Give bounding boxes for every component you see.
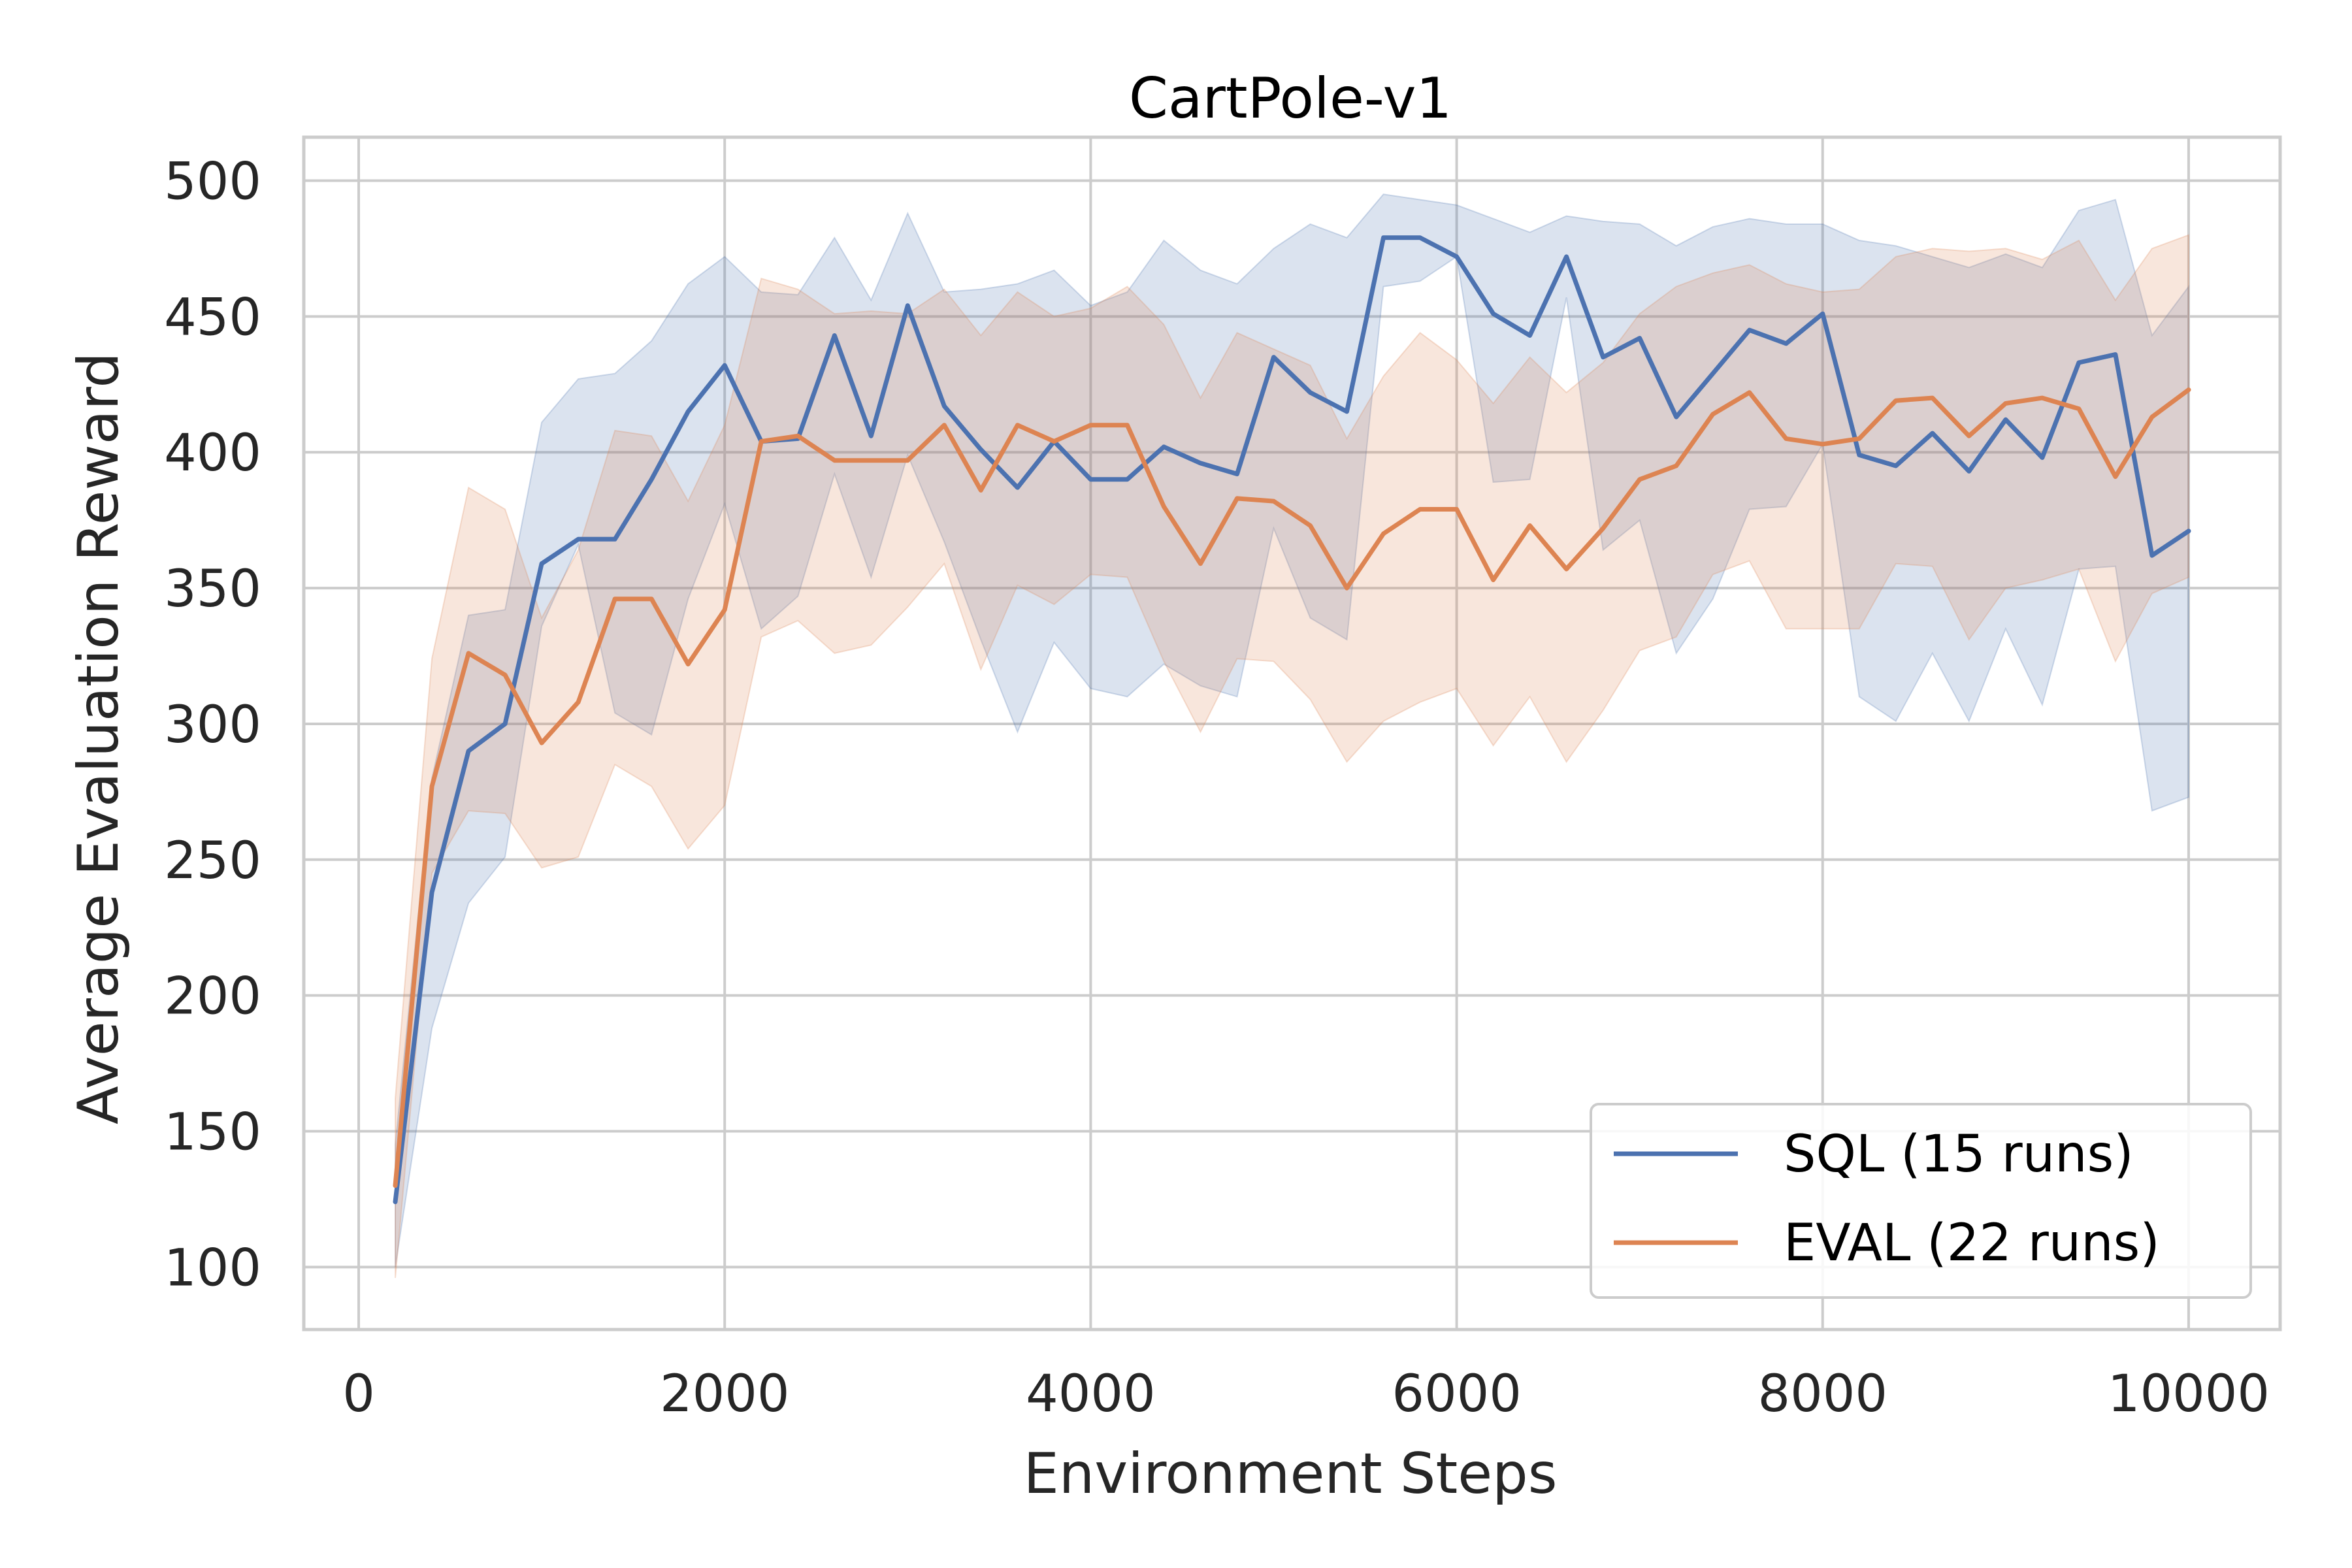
legend: SQL (15 runs) EVAL (22 runs) [1590,1103,2252,1299]
legend-box [1590,1103,2252,1299]
y-axis-title: Average Evaluation Reward [66,352,131,1124]
x-tick-label: 10000 [2108,1365,2270,1424]
plot-frame [302,135,2282,1331]
x-tick-label: 4000 [1026,1365,1156,1424]
legend-label-sql: SQL (15 runs) [1784,1125,2134,1184]
y-tick-label: 100 [164,1239,261,1298]
line-sql-15-runs [393,235,2191,1205]
y-tick-label: 200 [164,968,261,1026]
x-tick-label: 6000 [1392,1365,1522,1424]
x-axis-title: Environment Steps [1023,1441,1557,1507]
line-eval-22-runs [393,387,2191,1188]
y-tick-label: 500 [164,153,261,212]
x-tick-labels: 0 2000 4000 6000 8000 10000 [342,1365,2270,1424]
y-tick-label: 450 [164,288,261,347]
x-tick-label: 0 [342,1365,375,1424]
y-tick-label: 250 [164,832,261,890]
chart-title: CartPole-v1 [1129,66,1452,131]
y-tick-label: 350 [164,560,261,619]
y-tick-label: 300 [164,696,261,755]
y-tick-labels: 100 150 200 250 300 350 400 450 500 [164,153,261,1298]
x-tick-label: 8000 [1758,1365,1888,1424]
y-tick-label: 150 [164,1103,261,1162]
legend-label-eval: EVAL (22 runs) [1784,1214,2160,1273]
band-eval-22-runs [395,234,2189,1279]
x-tick-label: 2000 [660,1365,790,1424]
y-tick-label: 400 [164,424,261,483]
series-lines [393,235,2191,1205]
